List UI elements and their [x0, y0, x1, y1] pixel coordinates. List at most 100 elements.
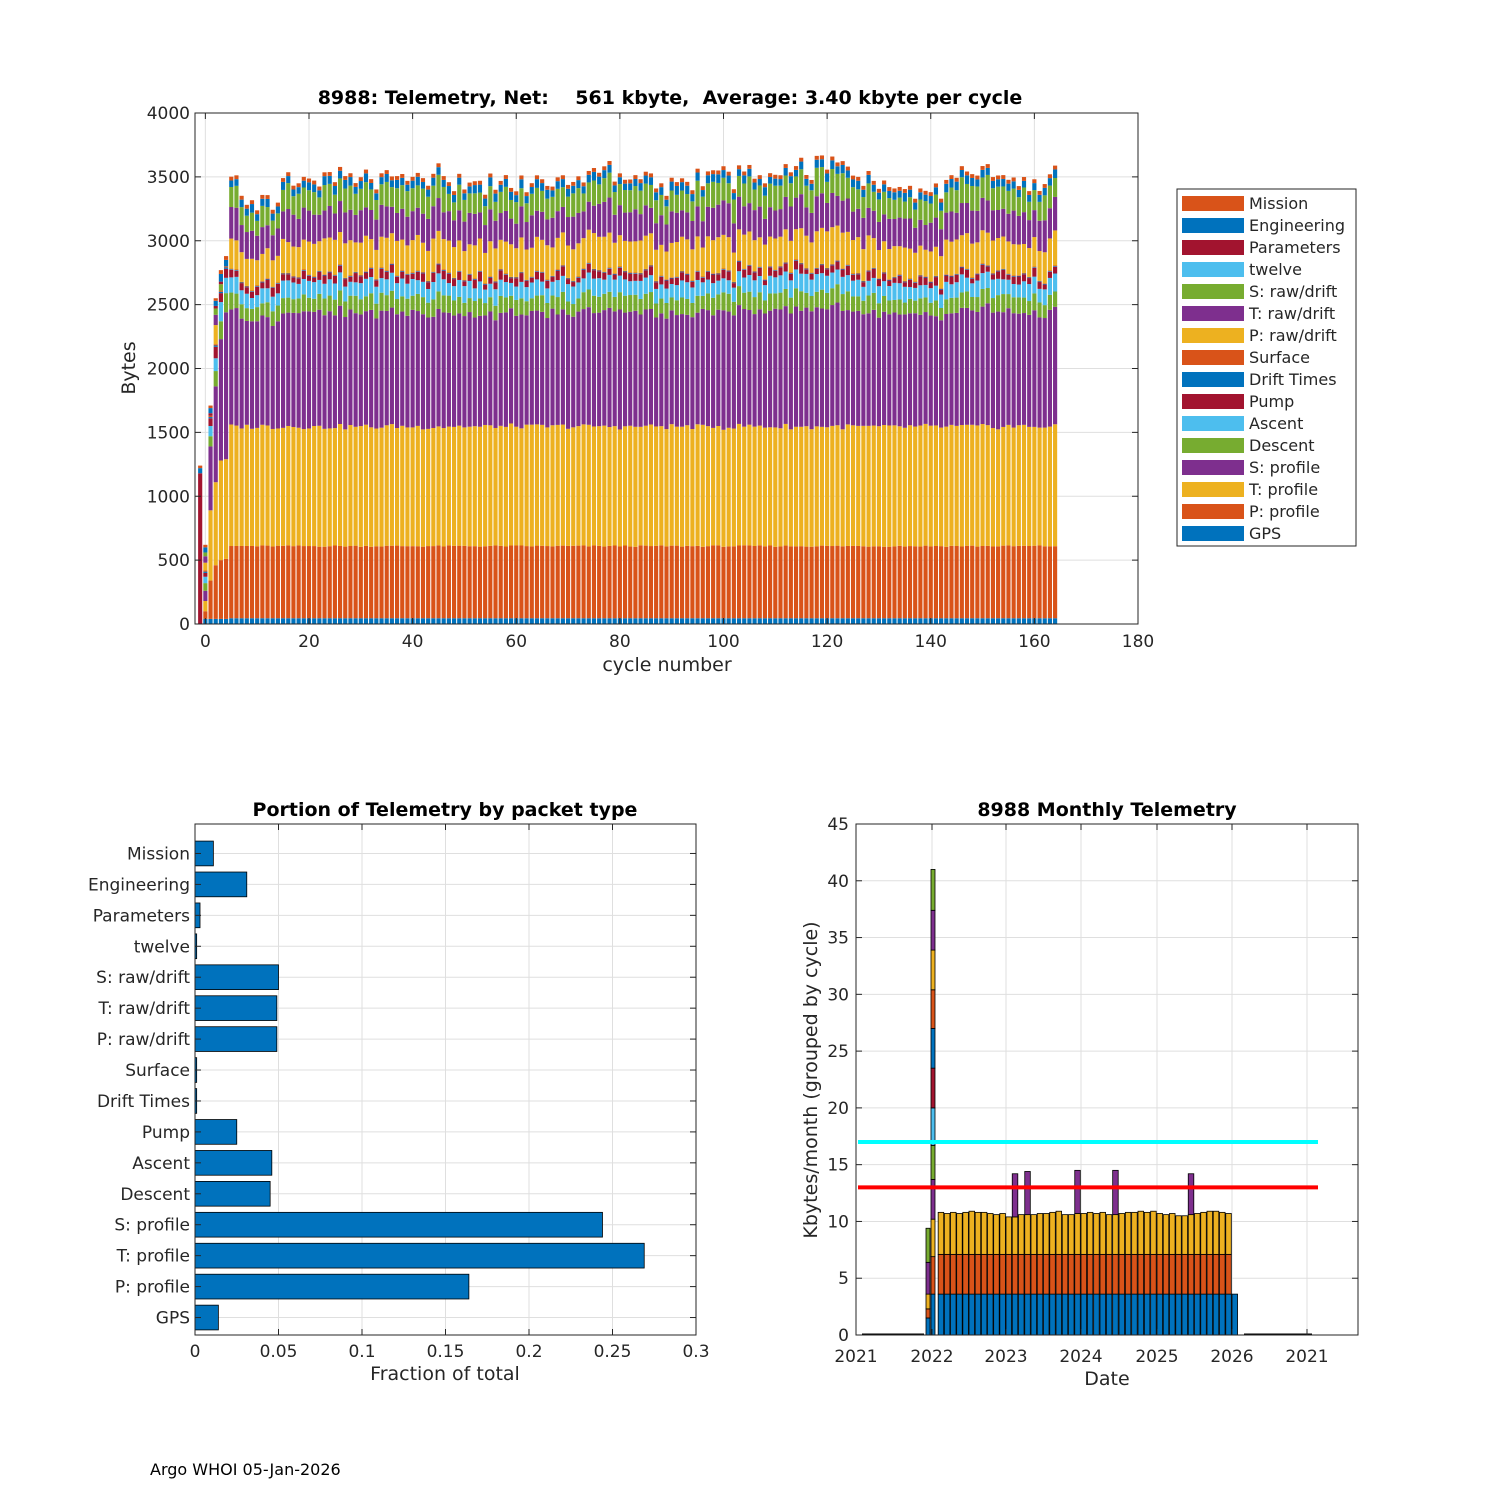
top-bar-segment [436, 273, 441, 292]
top-bar-segment [291, 546, 296, 619]
top-bar-segment [793, 618, 799, 624]
top-bar-segment [866, 270, 871, 271]
top-bar-segment [286, 172, 291, 177]
top-bar-segment [508, 218, 514, 245]
top-bar-segment [778, 546, 783, 619]
top-bar-segment [602, 271, 607, 273]
top-bar-segment [1037, 191, 1042, 195]
top-bar-segment [607, 268, 612, 275]
top-bar-segment [306, 178, 312, 183]
top-bar-segment [591, 270, 597, 279]
top-bar-segment [793, 306, 799, 427]
top-bar-segment [1001, 236, 1006, 269]
br-bar-segment [956, 1293, 963, 1336]
top-bar-segment [799, 426, 804, 547]
top-bar-segment [990, 273, 995, 274]
top-bar-segment [317, 293, 322, 310]
br-bar-segment [1150, 1253, 1157, 1295]
top-bar-segment [959, 618, 964, 624]
top-bar-segment [384, 181, 389, 207]
top-bar-segment [477, 238, 483, 271]
top-bar-segment [685, 618, 690, 624]
top-bar-segment [747, 545, 752, 619]
top-bar-segment [871, 292, 876, 310]
top-bar-segment [876, 188, 882, 193]
top-bar-segment [814, 269, 819, 275]
top-bar-segment [918, 192, 923, 200]
top-bar-segment [685, 194, 690, 213]
top-bar-segment [249, 291, 255, 298]
top-bar-segment [369, 427, 374, 547]
top-bar-segment [887, 218, 892, 249]
top-bar-segment [954, 177, 959, 182]
top-bar-segment [312, 277, 317, 283]
top-bar-segment [736, 260, 742, 261]
top-bar-segment [384, 206, 389, 238]
top-bar-segment [633, 178, 638, 187]
br-bar-segment [1219, 1253, 1226, 1295]
top-bar-segment [648, 275, 654, 293]
top-bar-segment [819, 264, 825, 266]
top-bar-segment [928, 203, 933, 223]
top-bar-segment [944, 274, 949, 276]
top-bar-segment [312, 184, 317, 193]
top-bar-segment [529, 282, 534, 299]
br-y-tick-label: 20 [827, 1099, 849, 1119]
top-bar-segment [296, 283, 301, 299]
top-bar-segment [742, 175, 747, 184]
br-bar-segment [925, 1293, 931, 1310]
top-bar-segment [312, 180, 317, 185]
top-bar-segment [674, 618, 679, 624]
top-bar-segment [301, 279, 306, 295]
top-bar-segment [483, 283, 488, 285]
top-bar-segment [711, 273, 716, 275]
top-bar-segment [291, 196, 296, 215]
top-bar-segment [415, 280, 420, 294]
top-bar-segment [338, 618, 343, 624]
top-bar-segment [933, 276, 939, 278]
top-bar-segment [312, 214, 317, 244]
top-bar-segment [255, 235, 260, 261]
top-bar-segment [866, 313, 871, 426]
top-bar-segment [317, 309, 322, 426]
top-bar-segment [643, 293, 648, 310]
top-bar-segment [819, 265, 825, 274]
top-bar-segment [208, 446, 213, 511]
top-bar-segment [866, 618, 871, 624]
top-bar-segment [716, 170, 721, 175]
top-bar-segment [446, 273, 451, 274]
top-bar-segment [695, 236, 700, 271]
top-bar-segment [617, 267, 622, 276]
top-bar-segment [928, 281, 933, 283]
top-bar-segment [617, 309, 622, 430]
br-bar-segment [1030, 1293, 1037, 1336]
top-bar-segment [933, 246, 939, 276]
top-bar-segment [576, 277, 581, 278]
top-bar-segment [850, 274, 856, 275]
top-bar-segment [861, 618, 866, 624]
top-bar-segment [949, 175, 954, 180]
top-bar-segment [602, 293, 607, 311]
top-bar-segment [819, 159, 825, 168]
top-bar-segment [928, 546, 933, 619]
top-bar-segment [426, 282, 431, 289]
br-bar-segment [1169, 1213, 1176, 1255]
top-bar-segment [690, 281, 695, 288]
top-bar-segment [907, 313, 913, 426]
top-bar-segment [1006, 183, 1011, 191]
br-bar-segment [974, 1211, 982, 1255]
top-bar-segment [229, 277, 234, 293]
top-bar-segment [260, 282, 265, 289]
top-bar-segment [633, 273, 638, 274]
top-bar-segment [928, 425, 933, 547]
top-bar-segment [389, 618, 394, 624]
top-bar-segment [239, 304, 244, 319]
br-x-tick-label: 2022 [910, 1347, 953, 1367]
top-bar-segment [332, 283, 337, 300]
top-bar-segment [467, 193, 472, 213]
br-bar-segment [930, 869, 936, 911]
top-bar-segment [664, 280, 669, 289]
top-bar-segment [1032, 237, 1037, 267]
